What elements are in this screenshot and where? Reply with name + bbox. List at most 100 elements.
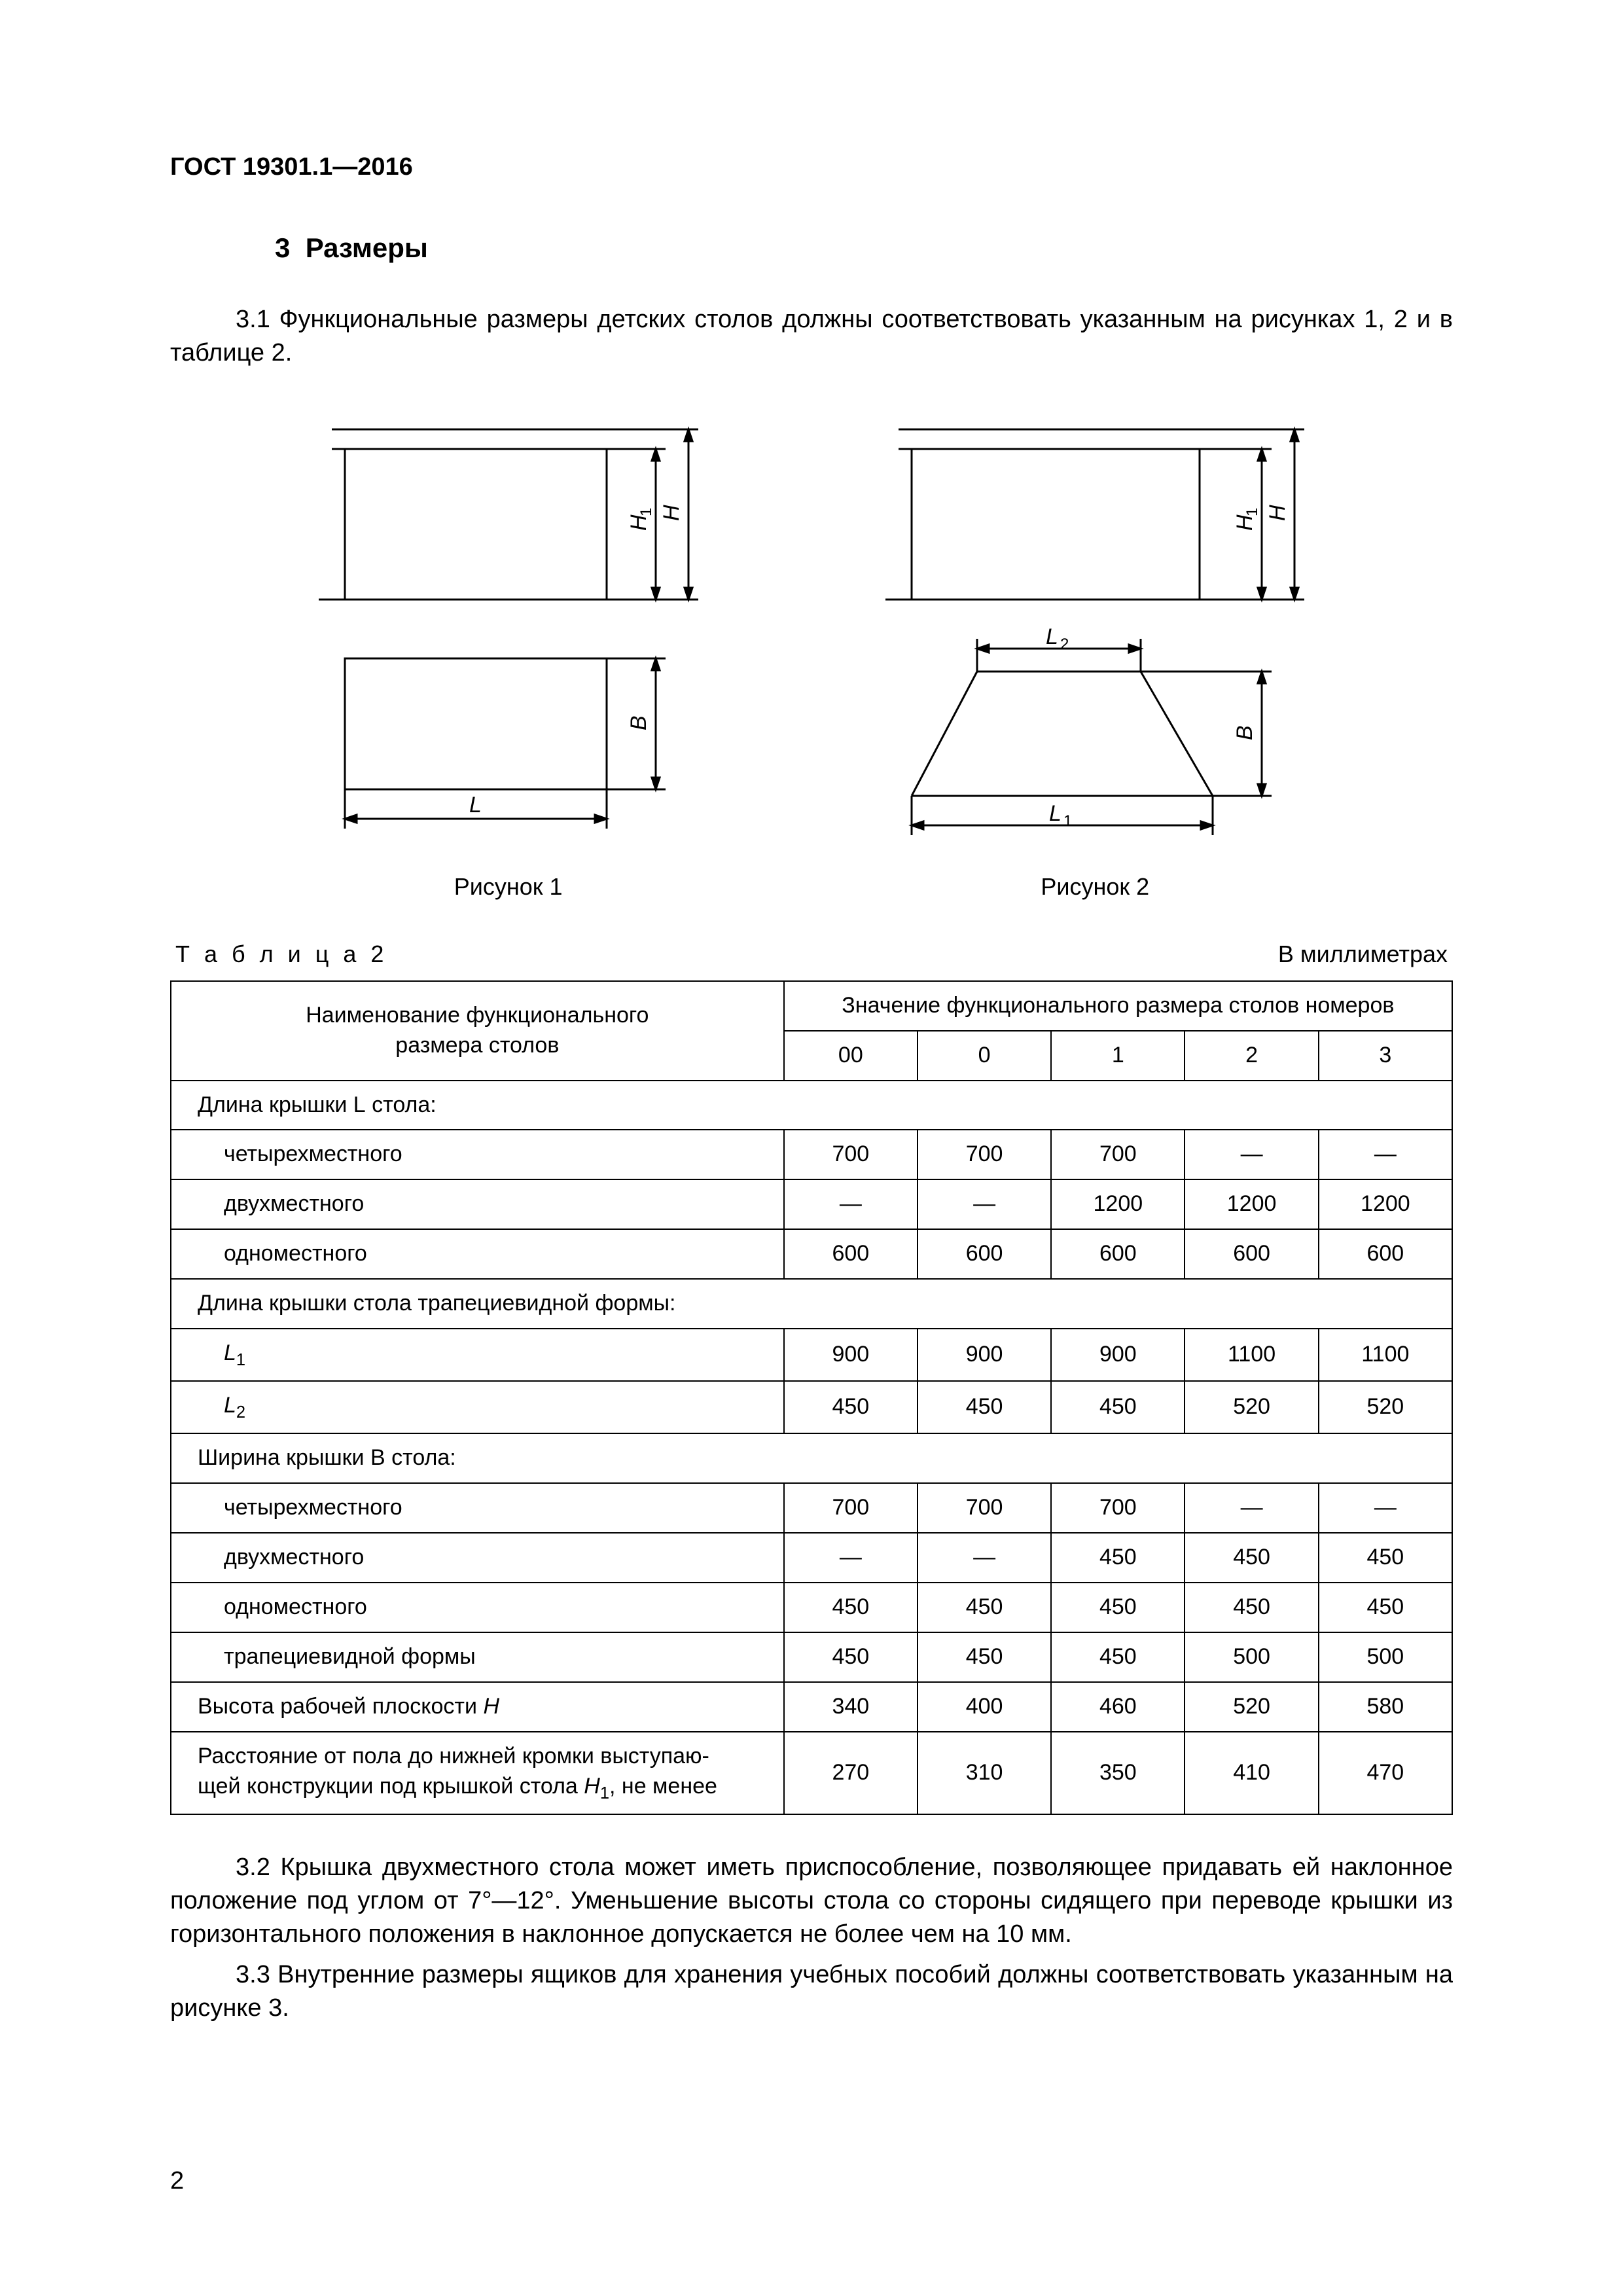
- table-row: трапециевидной формы450450450500500: [171, 1632, 1452, 1682]
- paragraph-3-3: 3.3 Внутренние размеры ящиков для хранен…: [170, 1958, 1453, 2026]
- table-row-label: двухместного: [171, 1179, 784, 1229]
- table-row-label: одноместного: [171, 1583, 784, 1632]
- figure-2: H 1 H: [846, 403, 1344, 903]
- table-cell: 410: [1185, 1732, 1318, 1814]
- table-cell: 1200: [1051, 1179, 1185, 1229]
- table-cell: —: [784, 1179, 918, 1229]
- table-cell: 900: [1051, 1329, 1185, 1381]
- table-2-label: Т а б л и ц а 2: [175, 939, 387, 971]
- svg-text:1: 1: [1063, 812, 1072, 830]
- figure-1: H 1 H: [279, 403, 738, 903]
- table-cell: 450: [784, 1632, 918, 1682]
- table-row: Длина крышки стола трапециевидной формы:: [171, 1279, 1452, 1329]
- table-cell: 340: [784, 1682, 918, 1732]
- table-cell: 520: [1185, 1682, 1318, 1732]
- table-row-label: трапециевидной формы: [171, 1632, 784, 1682]
- table-cell: —: [1185, 1130, 1318, 1179]
- table-row-label: Высота рабочей плоскости H: [171, 1682, 784, 1732]
- svg-text:L: L: [469, 793, 482, 817]
- figure-2-svg: H 1 H: [846, 403, 1344, 848]
- table-cell: 1100: [1319, 1329, 1452, 1381]
- table-cell: 700: [784, 1130, 918, 1179]
- table-2-body: Длина крышки L стола:четырехместного7007…: [171, 1081, 1452, 1814]
- table-row: двухместного——120012001200: [171, 1179, 1452, 1229]
- svg-text:B: B: [626, 715, 651, 730]
- table-cell: 350: [1051, 1732, 1185, 1814]
- table-cell: 450: [784, 1583, 918, 1632]
- table-cell: 520: [1185, 1381, 1318, 1433]
- table-col2: Значение функционального размера столов …: [784, 981, 1452, 1031]
- table-cell: 500: [1319, 1632, 1452, 1682]
- table-cell: 1200: [1319, 1179, 1452, 1229]
- table-cell: 1100: [1185, 1329, 1318, 1381]
- table-cell: 700: [918, 1483, 1051, 1533]
- table-cell: 600: [1051, 1229, 1185, 1279]
- table-group-label: Длина крышки L стола:: [171, 1081, 1452, 1130]
- table-cell: 450: [1185, 1583, 1318, 1632]
- table-cell: 600: [1319, 1229, 1452, 1279]
- table-cell: 450: [784, 1381, 918, 1433]
- table-row: Расстояние от пола до нижней кромки выст…: [171, 1732, 1452, 1814]
- table-numcol-1: 0: [918, 1031, 1051, 1081]
- table-row-label: L1: [171, 1329, 784, 1381]
- table-group-label: Ширина крышки B стола:: [171, 1433, 1452, 1483]
- table-cell: 460: [1051, 1682, 1185, 1732]
- table-cell: 600: [1185, 1229, 1318, 1279]
- table-cell: 450: [1051, 1533, 1185, 1583]
- table-row-label: Расстояние от пола до нижней кромки выст…: [171, 1732, 784, 1814]
- table-group-label: Длина крышки стола трапециевидной формы:: [171, 1279, 1452, 1329]
- table-row: одноместного600600600600600: [171, 1229, 1452, 1279]
- table-numcol-4: 3: [1319, 1031, 1452, 1081]
- table-cell: 450: [918, 1632, 1051, 1682]
- table-cell: 500: [1185, 1632, 1318, 1682]
- table-cell: 450: [918, 1381, 1051, 1433]
- section-number: 3: [275, 232, 290, 263]
- table-cell: 700: [1051, 1483, 1185, 1533]
- table-cell: 600: [784, 1229, 918, 1279]
- table-row: L190090090011001100: [171, 1329, 1452, 1381]
- table-2: Наименование функционального размера сто…: [170, 980, 1453, 1815]
- table-cell: 450: [1319, 1533, 1452, 1583]
- section-title: 3 Размеры: [275, 230, 1453, 267]
- table-cell: 520: [1319, 1381, 1452, 1433]
- table-cell: 450: [1051, 1583, 1185, 1632]
- table-cell: 1200: [1185, 1179, 1318, 1229]
- document-standard-header: ГОСТ 19301.1—2016: [170, 151, 1453, 184]
- table-row: Ширина крышки B стола:: [171, 1433, 1452, 1483]
- svg-text:2: 2: [1060, 636, 1069, 653]
- svg-text:H: H: [1265, 505, 1290, 521]
- table-row: четырехместного700700700——: [171, 1483, 1452, 1533]
- table-row: одноместного450450450450450: [171, 1583, 1452, 1632]
- paragraph-3-2: 3.2 Крышка двухместного стола может имет…: [170, 1851, 1453, 1952]
- svg-text:L: L: [1049, 801, 1061, 826]
- figure-2-caption: Рисунок 2: [1041, 871, 1149, 903]
- figures-row: H 1 H: [170, 403, 1453, 903]
- table-cell: 700: [784, 1483, 918, 1533]
- figure-1-svg: H 1 H: [279, 403, 738, 848]
- table-cell: —: [1319, 1483, 1452, 1533]
- table-cell: 600: [918, 1229, 1051, 1279]
- table-row-label: двухместного: [171, 1533, 784, 1583]
- table-cell: 900: [784, 1329, 918, 1381]
- table-cell: —: [918, 1179, 1051, 1229]
- table-row: четырехместного700700700——: [171, 1130, 1452, 1179]
- svg-text:1: 1: [637, 507, 655, 516]
- table-cell: —: [1319, 1130, 1452, 1179]
- table-2-head: Наименование функционального размера сто…: [171, 981, 1452, 1081]
- table-numcol-2: 1: [1051, 1031, 1185, 1081]
- table-cell: 450: [918, 1583, 1051, 1632]
- svg-text:H: H: [659, 505, 684, 521]
- svg-text:L: L: [1046, 624, 1058, 649]
- table-cell: 450: [1185, 1533, 1318, 1583]
- table-row-label: одноместного: [171, 1229, 784, 1279]
- table-cell: 450: [1051, 1632, 1185, 1682]
- table-col1-l2: размера столов: [395, 1033, 559, 1058]
- page-number: 2: [170, 2164, 184, 2198]
- table-2-units: В миллиметрах: [1278, 939, 1448, 971]
- table-2-header-row: Т а б л и ц а 2 В миллиметрах: [175, 939, 1448, 971]
- section-name: Размеры: [306, 232, 428, 263]
- figure-1-caption: Рисунок 1: [454, 871, 563, 903]
- svg-text:1: 1: [1243, 507, 1261, 516]
- table-row: L2450450450520520: [171, 1381, 1452, 1433]
- table-row: двухместного——450450450: [171, 1533, 1452, 1583]
